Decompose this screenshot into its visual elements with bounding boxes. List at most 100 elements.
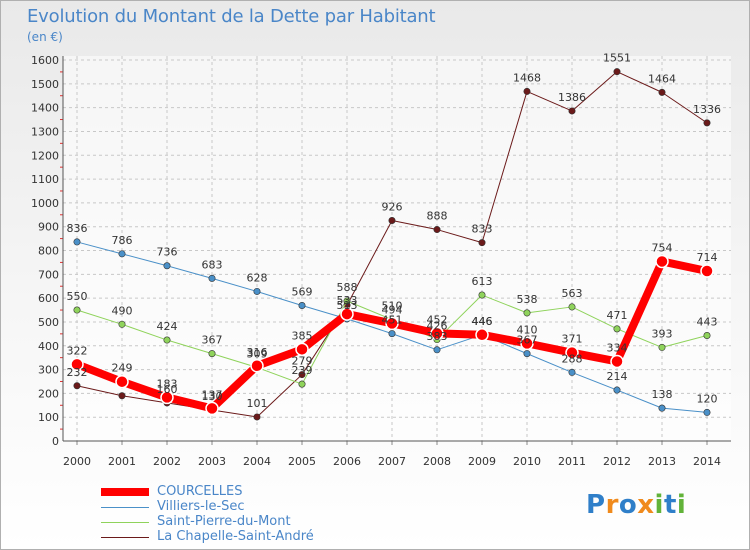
x-tick-label: 2006 <box>333 455 361 468</box>
data-label: 316 <box>247 346 268 359</box>
data-point <box>388 216 396 224</box>
data-label: 426 <box>427 320 448 333</box>
x-tick-label: 2013 <box>648 455 676 468</box>
x-tick-label: 2014 <box>693 455 721 468</box>
y-tick-label: 900 <box>38 221 59 234</box>
data-point <box>430 326 444 341</box>
data-point <box>73 382 81 390</box>
data-label: 451 <box>382 314 403 327</box>
data-label: 367 <box>517 334 538 347</box>
data-point <box>658 343 666 351</box>
data-label: 683 <box>202 258 223 271</box>
x-tick-label: 2000 <box>63 455 91 468</box>
data-label: 334 <box>607 341 628 354</box>
data-label: 588 <box>337 281 358 294</box>
x-tick-label: 2011 <box>558 455 586 468</box>
data-label: 424 <box>157 320 178 333</box>
data-label: 137 <box>202 388 223 401</box>
data-point <box>253 413 261 421</box>
data-label: 101 <box>247 397 268 410</box>
data-point <box>163 336 171 344</box>
data-point <box>298 380 306 388</box>
data-point <box>568 303 576 311</box>
data-label: 513 <box>337 299 358 312</box>
data-point <box>163 262 171 270</box>
x-tick-label: 2010 <box>513 455 541 468</box>
data-label: 490 <box>112 304 133 317</box>
data-point <box>208 350 216 358</box>
legend-swatch <box>101 537 149 538</box>
data-point <box>73 306 81 314</box>
data-label: 1551 <box>603 52 631 65</box>
data-point <box>703 408 711 416</box>
data-label: 836 <box>67 222 88 235</box>
data-label: 833 <box>472 223 493 236</box>
data-label: 736 <box>157 246 178 259</box>
data-label: 393 <box>652 327 673 340</box>
data-point <box>658 88 666 96</box>
data-point <box>658 404 666 412</box>
data-point <box>613 386 621 394</box>
x-tick-label: 2004 <box>243 455 271 468</box>
data-point <box>523 87 531 95</box>
data-label: 786 <box>112 234 133 247</box>
data-point <box>70 357 84 372</box>
legend-swatch <box>101 488 149 496</box>
data-point <box>520 336 534 351</box>
data-label: 383 <box>427 330 448 343</box>
data-label: 239 <box>292 364 313 377</box>
y-tick-label: 1200 <box>31 149 59 162</box>
data-label: 371 <box>562 333 583 346</box>
y-tick-label: 500 <box>38 316 59 329</box>
data-point <box>703 332 711 340</box>
data-label: 214 <box>607 370 628 383</box>
data-label: 446 <box>472 315 493 328</box>
y-tick-label: 700 <box>38 268 59 281</box>
data-point <box>610 354 624 369</box>
x-tick-label: 2005 <box>288 455 316 468</box>
data-label: 385 <box>292 329 313 342</box>
data-point <box>73 238 81 246</box>
data-label: 1464 <box>648 72 676 85</box>
legend-label: La Chapelle-Saint-André <box>157 529 314 544</box>
y-tick-label: 1600 <box>31 54 59 67</box>
data-point <box>613 68 621 76</box>
logo-letter: i <box>654 490 664 520</box>
data-point <box>118 250 126 258</box>
data-point <box>523 309 531 317</box>
data-point <box>700 264 714 278</box>
data-label: 926 <box>382 200 403 213</box>
data-label: 130 <box>202 390 223 403</box>
data-point <box>568 368 576 376</box>
data-label: 452 <box>427 313 448 326</box>
data-label: 510 <box>382 300 403 313</box>
data-point <box>253 287 261 295</box>
data-point <box>568 107 576 115</box>
y-tick-label: 1500 <box>31 78 59 91</box>
data-label: 1468 <box>513 71 541 84</box>
data-point <box>295 342 309 357</box>
data-point <box>298 302 306 310</box>
legend-swatch <box>101 522 149 523</box>
data-point <box>118 392 126 400</box>
x-tick-label: 2002 <box>153 455 181 468</box>
data-point <box>160 390 174 405</box>
data-label: 1336 <box>693 103 721 116</box>
data-point <box>703 119 711 127</box>
logo-letter: i <box>676 490 687 520</box>
data-point <box>118 320 126 328</box>
y-tick-label: 0 <box>52 435 59 448</box>
data-label: 494 <box>382 303 403 316</box>
data-point <box>433 226 441 234</box>
data-point <box>475 328 489 342</box>
data-point <box>433 346 441 354</box>
data-label: 322 <box>67 344 88 357</box>
x-tick-label: 2003 <box>198 455 226 468</box>
legend-label: Saint-Pierre-du-Mont <box>157 514 291 529</box>
logo-letter: o <box>618 490 638 520</box>
data-label: 714 <box>697 251 718 264</box>
data-label: 888 <box>427 210 448 223</box>
data-label: 754 <box>652 241 673 254</box>
data-label: 446 <box>472 315 493 328</box>
